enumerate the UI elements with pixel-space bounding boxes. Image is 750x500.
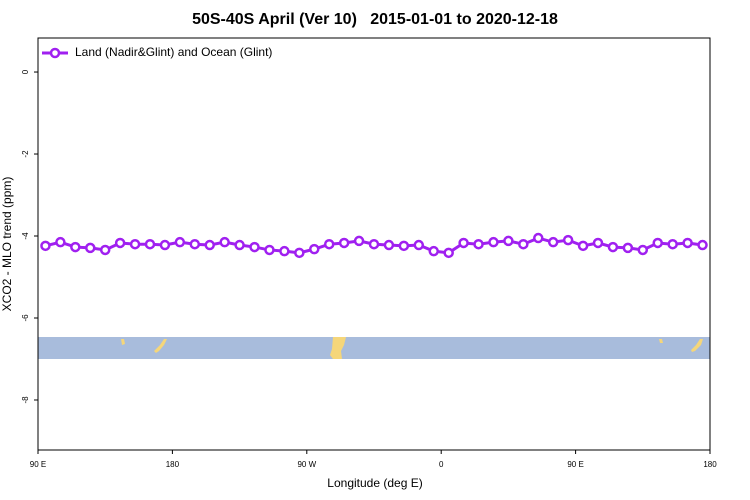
point [547,236,559,248]
point [174,236,186,248]
x-axis-title: Longitude (deg E) [327,476,422,490]
legend-marker [49,47,61,59]
point [189,238,201,250]
point [159,239,171,251]
point [144,238,156,250]
legend-label: Land (Nadir&Glint) and Ocean (Glint) [75,45,272,59]
point [607,241,619,253]
point [697,239,708,251]
point [592,237,604,249]
point [637,244,649,256]
point [70,241,81,253]
point [114,237,126,249]
point [398,240,410,252]
point [234,239,245,251]
y-tick-label: -8 [21,396,30,404]
point [533,232,544,244]
point [652,237,663,249]
point [204,239,215,251]
point [368,238,380,250]
point [562,234,574,246]
point [219,236,230,248]
x-tick-label: 0 [439,460,444,469]
point [413,239,425,251]
point [667,238,678,250]
y-tick-label: -2 [21,150,30,158]
x-tick-label: 180 [703,460,717,469]
point [309,243,320,255]
y-axis-title: XCO2 - MLO trend (ppm) [0,177,14,312]
point [264,244,275,256]
point [338,237,350,249]
point [40,240,51,252]
land-shape [659,339,663,343]
y-tick-label: -4 [21,232,30,240]
point [443,247,454,259]
point [458,237,469,249]
point [428,245,439,257]
plot-frame [37,37,711,451]
point [577,240,589,252]
point [473,238,484,250]
point [279,245,290,257]
point [518,238,529,250]
land-shape [330,337,346,359]
point [85,242,96,254]
point [353,235,365,247]
y-tick-label: 0 [21,69,30,74]
x-tick-label: 90 E [30,460,46,469]
y-tick-label: -6 [21,314,30,322]
ocean-band [38,337,710,359]
map-strip [38,337,710,359]
point [503,235,514,247]
chart-title: 50S-40S April (Ver 10) 2015-01-01 to 202… [192,11,558,28]
point [323,238,335,250]
point [488,236,499,248]
x-tick-label: 90 W [297,460,316,469]
x-tick-label: 90 E [567,460,583,469]
point [249,241,260,253]
point [129,238,141,250]
land-shape [154,339,167,353]
land-shape [691,339,703,352]
land-shape [121,339,125,345]
point [294,247,305,259]
point [55,236,66,248]
point [622,242,634,254]
point [682,237,693,249]
point [99,244,111,256]
point [383,239,395,251]
x-tick-label: 180 [166,460,180,469]
